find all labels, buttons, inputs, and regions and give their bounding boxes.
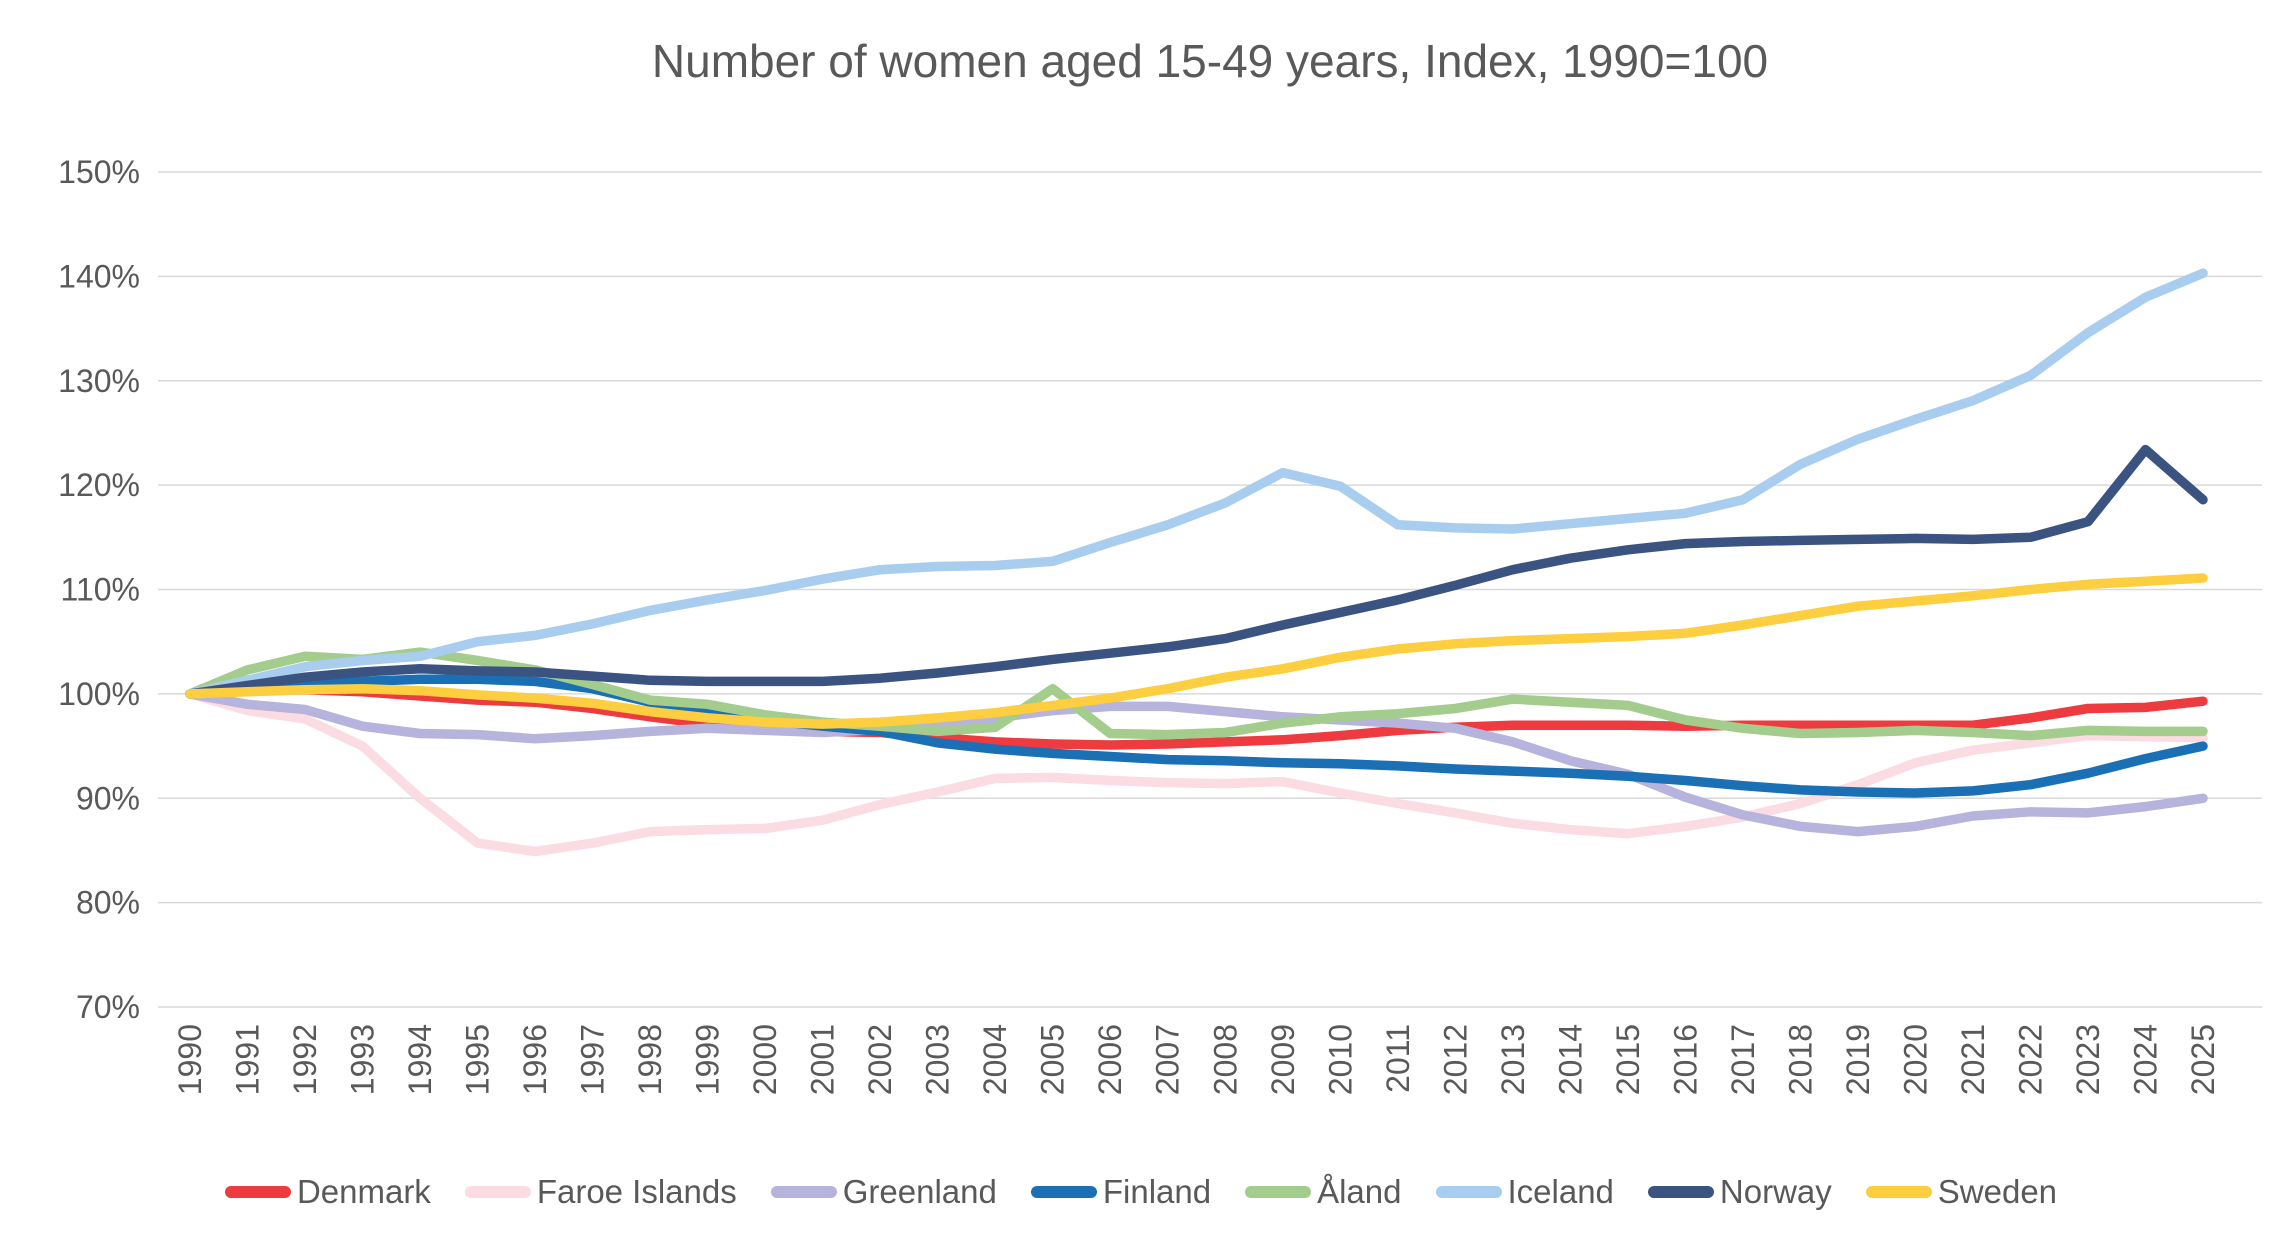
legend-swatch-icon bbox=[1030, 1186, 1097, 1198]
x-axis-tick-label: 1996 bbox=[517, 1024, 553, 1095]
x-axis-tick-label: 1991 bbox=[230, 1024, 266, 1095]
y-axis-tick-label: 80% bbox=[76, 885, 140, 921]
legend-swatch-icon bbox=[1245, 1186, 1312, 1198]
x-axis-tick-label: 2013 bbox=[1495, 1024, 1531, 1095]
legend-swatch-icon bbox=[1647, 1186, 1714, 1198]
y-axis-tick-label: 150% bbox=[58, 154, 140, 190]
x-axis-labels: 1990 1991 1992 1993 1994 1995 1996 1997 1998 1999… bbox=[172, 1024, 2221, 1095]
x-axis-tick-label: 2001 bbox=[805, 1024, 841, 1095]
x-axis-tick-label: 2015 bbox=[1610, 1024, 1646, 1095]
x-axis-tick-label: 2019 bbox=[1840, 1024, 1876, 1095]
x-axis-tick-label: 2011 bbox=[1380, 1024, 1416, 1093]
x-axis-tick-label: 2009 bbox=[1265, 1024, 1301, 1095]
legend-label: Sweden bbox=[1937, 1173, 2058, 1210]
x-axis-tick-label: 2025 bbox=[2185, 1024, 2221, 1095]
x-axis-tick-label: 2024 bbox=[2127, 1024, 2163, 1095]
x-axis-tick-label: 1997 bbox=[575, 1024, 611, 1095]
legend-item-norway: Norway bbox=[1647, 1173, 1832, 1211]
legend-label: Greenland bbox=[842, 1173, 997, 1210]
legend-item-sweden: Sweden bbox=[1865, 1173, 2058, 1211]
legend-item--land: Åland bbox=[1245, 1173, 1402, 1211]
x-axis-tick-label: 1992 bbox=[287, 1024, 323, 1095]
x-axis-tick-label: 2006 bbox=[1092, 1024, 1128, 1095]
x-axis-tick-label: 2003 bbox=[920, 1024, 956, 1095]
x-axis-tick-label: 2016 bbox=[1667, 1024, 1703, 1095]
x-axis-tick-label: 2008 bbox=[1207, 1024, 1243, 1095]
x-axis-tick-label: 1993 bbox=[345, 1024, 381, 1095]
x-axis-tick-label: 2022 bbox=[2012, 1024, 2048, 1095]
legend-label: Finland bbox=[1102, 1173, 1212, 1210]
y-axis-tick-label: 70% bbox=[76, 989, 140, 1025]
series-lines bbox=[185, 268, 2208, 857]
series-line-sweden bbox=[185, 573, 2208, 729]
legend-item-greenland: Greenland bbox=[770, 1173, 997, 1211]
x-axis-tick-label: 2007 bbox=[1150, 1024, 1186, 1095]
y-axis-tick-label: 120% bbox=[58, 467, 140, 503]
gridlines: 150% 140% 130% 120% 110% 100% 90% 80% 70% bbox=[58, 154, 2262, 1025]
legend-label: Åland bbox=[1317, 1173, 1402, 1210]
x-axis-tick-label: 1999 bbox=[690, 1024, 726, 1095]
legend-swatch-icon bbox=[224, 1186, 291, 1198]
x-axis-tick-label: 2010 bbox=[1322, 1024, 1358, 1095]
y-axis-tick-label: 90% bbox=[76, 780, 140, 816]
y-axis-tick-label: 110% bbox=[61, 572, 140, 608]
y-axis-tick-label: 140% bbox=[58, 258, 140, 294]
x-axis-tick-label: 2012 bbox=[1437, 1024, 1473, 1095]
y-axis-tick-label: 100% bbox=[58, 676, 140, 712]
legend-swatch-icon bbox=[1865, 1186, 1932, 1198]
x-axis-tick-label: 2014 bbox=[1552, 1024, 1588, 1095]
legend-swatch-icon bbox=[770, 1186, 837, 1198]
x-axis-tick-label: 1995 bbox=[460, 1024, 496, 1095]
x-axis-tick-label: 2002 bbox=[862, 1024, 898, 1095]
legend-swatch-icon bbox=[464, 1186, 531, 1198]
x-axis-tick-label: 2004 bbox=[977, 1024, 1013, 1095]
series-line-finland bbox=[185, 674, 2208, 798]
x-axis-tick-label: 2005 bbox=[1035, 1024, 1071, 1095]
series-line-iceland bbox=[185, 268, 2208, 699]
x-axis-tick-label: 1994 bbox=[402, 1024, 438, 1095]
legend-label: Denmark bbox=[296, 1173, 431, 1210]
x-axis-tick-label: 2000 bbox=[747, 1024, 783, 1095]
x-axis-tick-label: 2023 bbox=[2070, 1024, 2106, 1095]
x-axis-tick-label: 2017 bbox=[1725, 1024, 1761, 1095]
series-line-faroe-islands bbox=[185, 689, 2208, 857]
x-axis-tick-label: 1990 bbox=[172, 1024, 208, 1095]
y-axis-tick-label: 130% bbox=[58, 363, 140, 399]
x-axis-tick-label: 2020 bbox=[1897, 1024, 1933, 1095]
series-line-greenland bbox=[185, 689, 2208, 837]
legend-item-faroe-islands: Faroe Islands bbox=[464, 1173, 737, 1211]
x-axis-tick-label: 2018 bbox=[1782, 1024, 1818, 1095]
x-axis-tick-label: 1998 bbox=[632, 1024, 668, 1095]
chart-legend: Denmark Faroe Islands Greenland Finland Ålan… bbox=[0, 1162, 2282, 1222]
legend-label: Norway bbox=[1719, 1173, 1832, 1210]
legend-item-finland: Finland bbox=[1030, 1173, 1212, 1211]
legend-swatch-icon bbox=[1435, 1186, 1502, 1198]
legend-item-denmark: Denmark bbox=[224, 1173, 431, 1211]
series-line-norway bbox=[185, 444, 2208, 699]
legend-label: Iceland bbox=[1507, 1173, 1614, 1210]
legend-item-iceland: Iceland bbox=[1435, 1173, 1614, 1211]
legend-label: Faroe Islands bbox=[536, 1173, 737, 1210]
chart-title: Number of women aged 15-49 years, Index,… bbox=[651, 35, 1769, 87]
x-axis-tick-label: 2021 bbox=[1955, 1024, 1991, 1095]
